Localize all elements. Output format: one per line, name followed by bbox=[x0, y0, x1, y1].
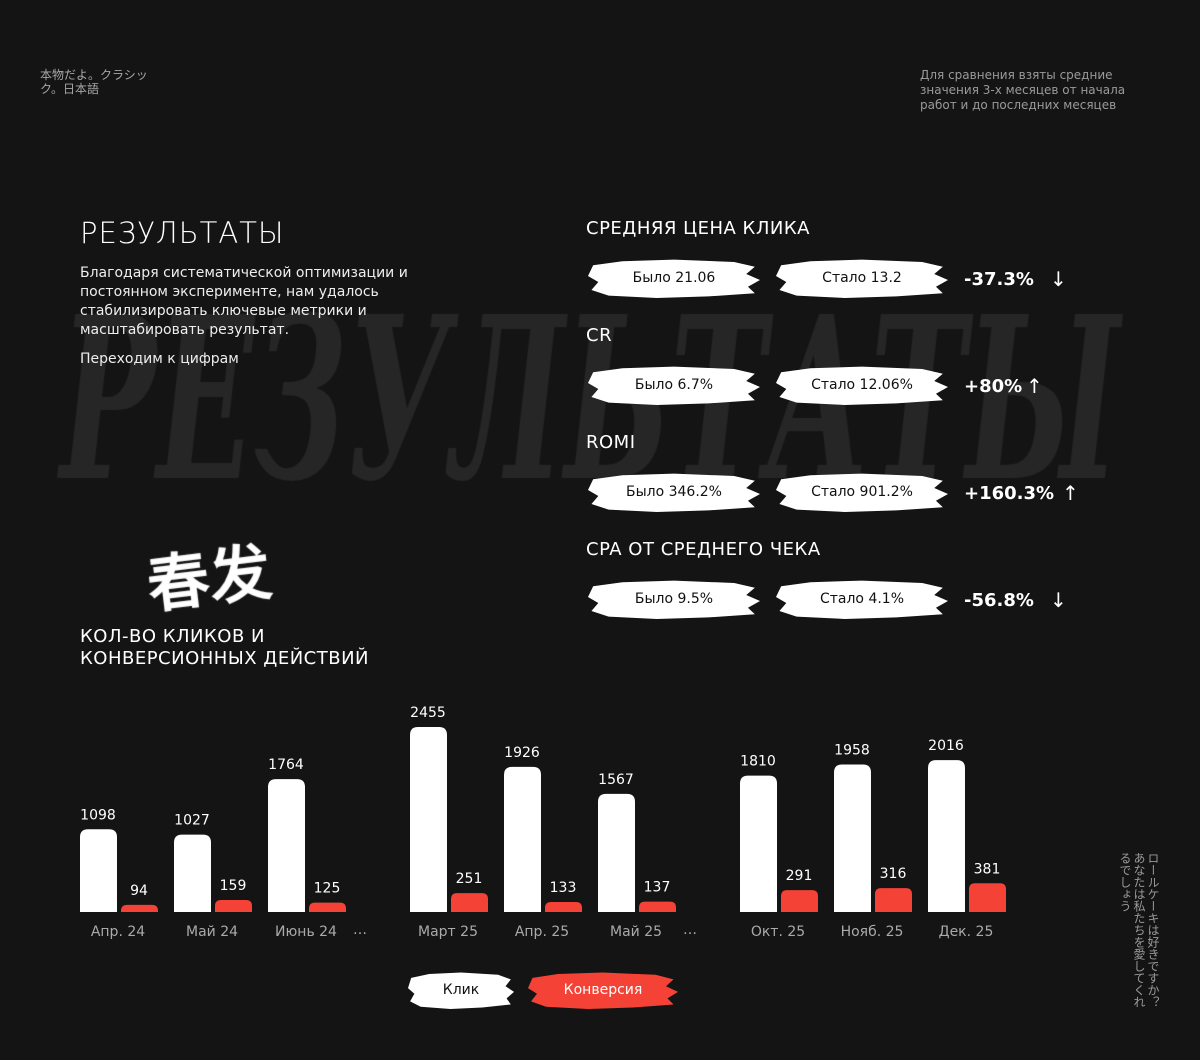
legend-label: Конверсия bbox=[563, 982, 643, 998]
x-tick-label: Июнь 24 bbox=[275, 924, 337, 940]
data-label-conversion: 316 bbox=[880, 866, 907, 882]
axis-ellipsis: … bbox=[683, 922, 697, 938]
bar-click bbox=[174, 834, 211, 912]
x-tick-label: Май 24 bbox=[186, 924, 238, 940]
metric-before: Было 21.06 bbox=[632, 270, 716, 286]
metric-after-pill: Стало 4.1% bbox=[776, 580, 948, 619]
metric-label: CPA ОТ СРЕДНЕГО ЧЕКА bbox=[586, 539, 821, 560]
data-label-conversion: 381 bbox=[974, 861, 1001, 877]
comparison-note: Для сравнения взяты средние значения 3-х… bbox=[920, 68, 1126, 112]
data-label-click: 1810 bbox=[740, 754, 776, 770]
metric-before: Было 9.5% bbox=[634, 591, 714, 607]
metric-after-pill: Стало 13.2 bbox=[776, 259, 948, 298]
arrow-up-icon: ↑ bbox=[1026, 374, 1043, 398]
bar-click bbox=[834, 764, 871, 912]
bar-click bbox=[928, 760, 965, 912]
bar-conversion bbox=[121, 904, 158, 912]
bar-conversion bbox=[875, 888, 912, 912]
bar-conversion bbox=[639, 901, 676, 912]
arrow-up-icon: ↑ bbox=[1062, 481, 1079, 505]
bar-click bbox=[598, 793, 635, 912]
side-japanese-text: ロールケーキは好きですか？あなたは私たちを愛してくれるでしょう bbox=[1118, 852, 1160, 1008]
bar-click bbox=[268, 779, 305, 912]
data-label-conversion: 94 bbox=[130, 883, 148, 899]
data-label-click: 2455 bbox=[410, 705, 446, 721]
metric-after: Стало 12.06% bbox=[811, 377, 913, 393]
metric-label: СРЕДНЯЯ ЦЕНА КЛИКА bbox=[586, 218, 810, 239]
data-label-click: 1958 bbox=[834, 742, 870, 758]
metric-before-pill: Было 346.2% bbox=[588, 473, 760, 512]
metric-after: Стало 901.2% bbox=[811, 484, 913, 500]
data-label-click: 1764 bbox=[268, 757, 304, 773]
data-label-conversion: 133 bbox=[550, 880, 577, 896]
bar-conversion bbox=[969, 883, 1006, 912]
bar-click bbox=[504, 766, 541, 912]
metric-before: Было 6.7% bbox=[634, 377, 714, 393]
metric-after-pill: Стало 901.2% bbox=[776, 473, 948, 512]
bar-click bbox=[740, 775, 777, 912]
data-label-conversion: 251 bbox=[456, 871, 483, 887]
bar-conversion bbox=[781, 890, 818, 912]
metric-after: Стало 13.2 bbox=[822, 270, 902, 286]
arrow-down-icon: ↓ bbox=[1050, 267, 1067, 291]
bar-conversion bbox=[545, 901, 582, 912]
intro-cta-text: Переходим к цифрам bbox=[80, 351, 239, 367]
metric-delta: -37.3% bbox=[964, 269, 1034, 290]
metric-before-pill: Было 6.7% bbox=[588, 366, 760, 405]
x-tick-label: Май 25 bbox=[610, 924, 662, 940]
metric-delta: +160.3% bbox=[964, 483, 1055, 504]
bar-conversion bbox=[451, 893, 488, 912]
x-tick-label: Нояб. 25 bbox=[841, 924, 904, 940]
metric-label: ROMI bbox=[586, 432, 636, 453]
legend-conversion: Конверсия bbox=[528, 972, 678, 1009]
metric-label: CR bbox=[586, 325, 613, 346]
x-tick-label: Март 25 bbox=[418, 924, 478, 940]
bar-chart: 1098 94 Апр. 24 1027 159 Май 24 1764 125 Июнь 24… bbox=[80, 705, 1006, 940]
legend-label: Клик bbox=[442, 982, 480, 998]
metric-after: Стало 4.1% bbox=[819, 591, 905, 607]
x-tick-label: Апр. 24 bbox=[91, 924, 145, 940]
bar-click bbox=[80, 829, 117, 912]
x-tick-label: Окт. 25 bbox=[751, 924, 805, 940]
metric-before-pill: Было 9.5% bbox=[588, 580, 760, 619]
japanese-caption: 本物だよ。クラシック。日本語 bbox=[40, 68, 148, 96]
data-label-conversion: 125 bbox=[314, 881, 341, 897]
data-label-click: 1027 bbox=[174, 813, 210, 829]
bar-click bbox=[410, 727, 447, 912]
intro-description: Благодаря систематической оптимизации и … bbox=[80, 265, 408, 338]
metric-delta: -56.8% bbox=[964, 590, 1034, 611]
data-label-click: 1098 bbox=[80, 807, 116, 823]
background-watermark-word bbox=[40, 290, 1140, 550]
metric-after-pill: Стало 12.06% bbox=[776, 366, 948, 405]
page-title: РЕЗУЛЬТАТЫ bbox=[80, 216, 285, 250]
bar-conversion bbox=[309, 902, 346, 912]
data-label-conversion: 159 bbox=[220, 878, 247, 894]
data-label-click: 2016 bbox=[928, 738, 964, 754]
data-label-conversion: 137 bbox=[644, 880, 671, 896]
data-label-click: 1567 bbox=[598, 772, 634, 788]
axis-ellipsis: … bbox=[353, 922, 367, 938]
calligraphy-decoration bbox=[125, 540, 295, 624]
data-label-conversion: 291 bbox=[786, 868, 813, 884]
metric-delta: +80% bbox=[964, 376, 1023, 397]
chart-title: КОЛ-ВО КЛИКОВ И КОНВЕРСИОННЫХ ДЕЙСТВИЙ bbox=[80, 626, 370, 669]
arrow-down-icon: ↓ bbox=[1050, 588, 1067, 612]
metric-before-pill: Было 21.06 bbox=[588, 259, 760, 298]
legend-click: Клик bbox=[408, 972, 514, 1009]
bar-conversion bbox=[215, 900, 252, 912]
x-tick-label: Апр. 25 bbox=[515, 924, 569, 940]
x-tick-label: Дек. 25 bbox=[939, 924, 994, 940]
data-label-click: 1926 bbox=[504, 745, 540, 761]
metric-before: Было 346.2% bbox=[625, 484, 722, 500]
